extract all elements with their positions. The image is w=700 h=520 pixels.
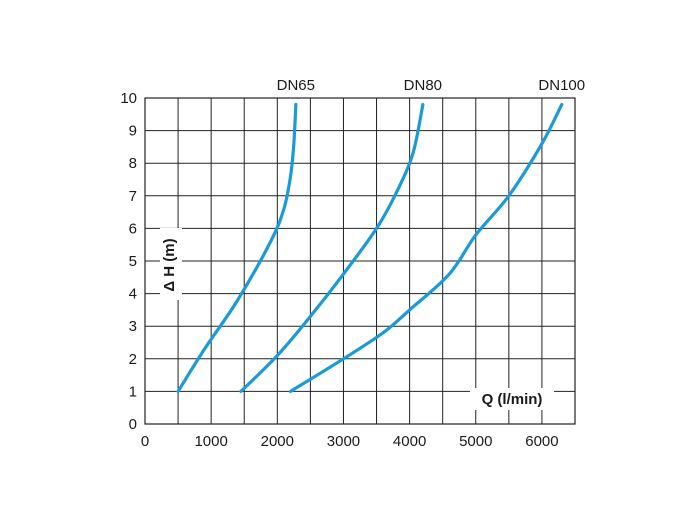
series-line-dn80 (239, 102, 425, 393)
x-tick-label: 2000 (261, 433, 294, 450)
series-label-dn80: DN80 (404, 77, 442, 94)
y-axis-label: Δ H (m) (161, 238, 178, 291)
x-tick-label: 3000 (327, 433, 360, 450)
tick-labels: 0 1000 2000 3000 4000 5000 6000 0 1 2 3 4 5 6 7 8 9 10 (120, 90, 558, 450)
y-tick-label: 7 (129, 188, 137, 205)
x-axis-label: Q (l/min) (482, 391, 543, 408)
x-axis-label-background (470, 388, 554, 410)
y-tick-label: 5 (129, 253, 137, 270)
x-tick-label: 4000 (393, 433, 426, 450)
y-tick-label: 6 (129, 220, 137, 237)
x-tick-label: 6000 (525, 433, 558, 450)
y-tick-label: 3 (129, 318, 137, 335)
y-tick-label: 8 (129, 155, 137, 172)
y-axis-label-background (160, 228, 182, 300)
y-tick-label: 10 (120, 90, 137, 107)
y-tick-label: 4 (129, 286, 137, 303)
x-tick-label: 0 (141, 433, 149, 450)
y-tick-label: 2 (129, 351, 137, 368)
series-label-dn65: DN65 (277, 77, 315, 94)
y-tick-label: 0 (129, 416, 137, 433)
y-tick-label: 9 (129, 123, 137, 140)
y-tick-label: 1 (129, 383, 137, 400)
grid (144, 97, 576, 425)
x-tick-label: 1000 (194, 433, 227, 450)
series-line-dn65 (176, 102, 298, 393)
series-line-dn100 (288, 102, 564, 393)
series-label-dn100: DN100 (538, 77, 585, 94)
labels: Q (l/min) Δ H (m) (160, 228, 554, 410)
series-group: DN65 DN80 DN100 (176, 77, 585, 393)
x-tick-label: 5000 (459, 433, 492, 450)
plot-frame (144, 97, 576, 425)
